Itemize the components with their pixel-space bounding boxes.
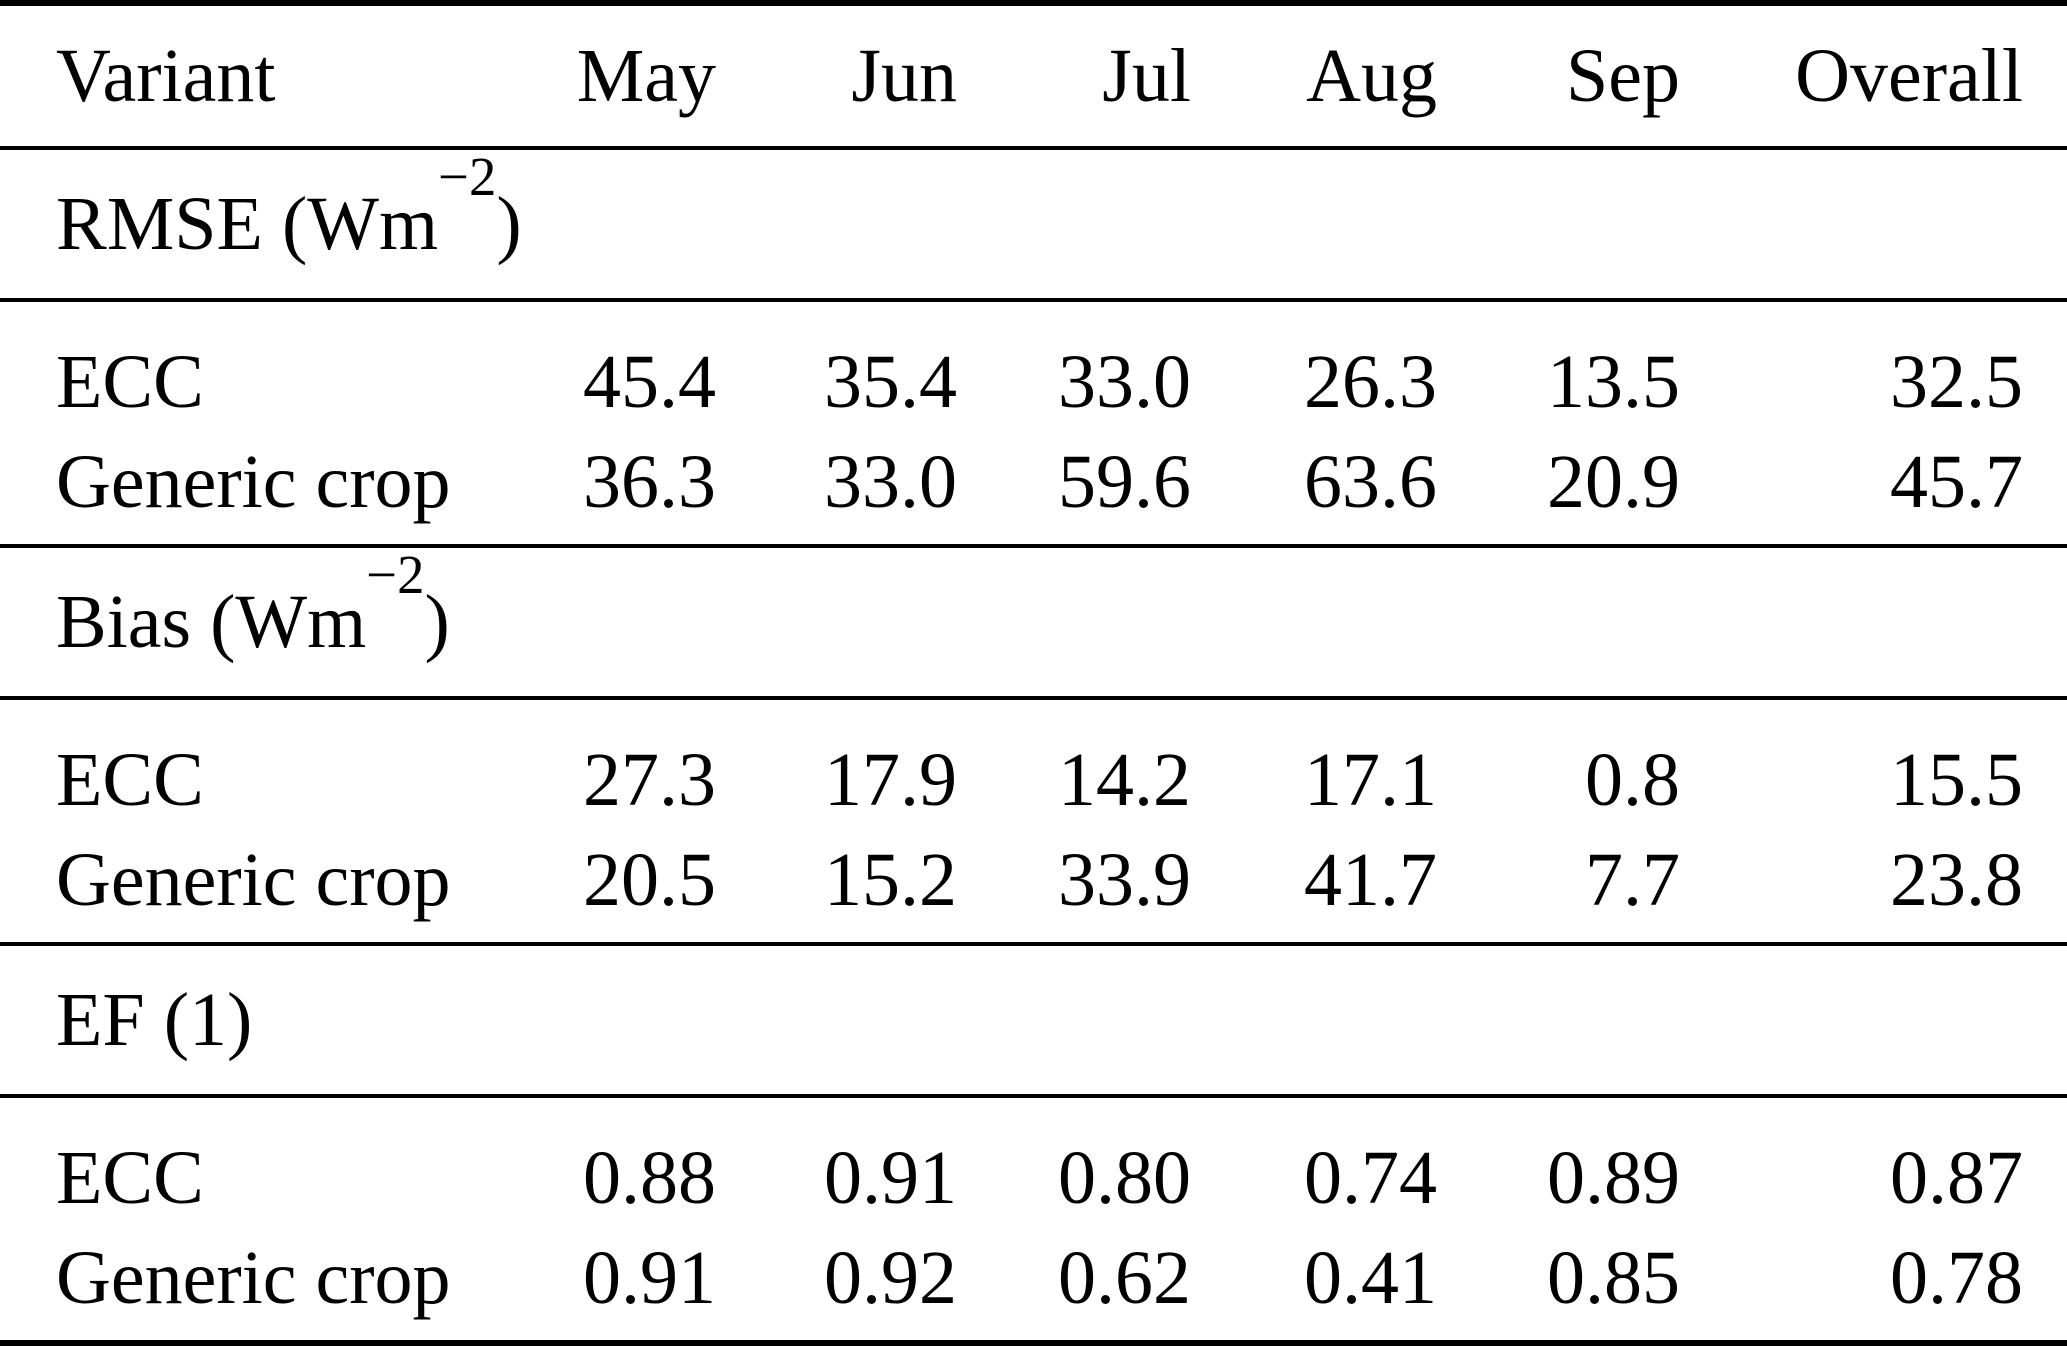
col-header-aug: Aug	[1191, 3, 1437, 150]
table-row: ECC 0.88 0.91 0.80 0.74 0.89 0.87	[0, 1096, 2067, 1228]
value-cell: 0.62	[1058, 1236, 1191, 1320]
section-header-rmse: RMSE (Wm−2)	[0, 145, 2067, 302]
section-title-text: EF (1)	[56, 977, 253, 1062]
section-title-text: Bias (Wm	[56, 579, 367, 664]
value-cell: 0.78	[1890, 1236, 2023, 1320]
value-cell: 33.9	[957, 830, 1191, 946]
value-cell: 7.7	[1437, 830, 1680, 946]
col-header-overall: Overall	[1680, 3, 2067, 150]
table-row: Generic crop 36.3 33.0 59.6 63.6 20.9 45…	[0, 432, 2067, 548]
variant-cell: Generic crop	[0, 830, 510, 946]
value-cell: 17.1	[1304, 738, 1437, 822]
value-cell: 0.88	[583, 1136, 716, 1220]
col-header-may: May	[510, 3, 716, 150]
section-rmse: RMSE (Wm−2) ECC 45.4 35.4 33.0 26.3 13.5…	[0, 145, 2067, 548]
variant-cell: Generic crop	[0, 432, 510, 548]
table-row: Generic crop 20.5 15.2 33.9 41.7 7.7 23.…	[0, 830, 2067, 946]
section-title: RMSE (Wm−2)	[0, 145, 2067, 302]
value-cell: 33.0	[716, 432, 957, 548]
value-cell: 36.3	[510, 432, 716, 548]
value-cell: 45.7	[1680, 432, 2067, 548]
section-title: EF (1)	[0, 944, 2067, 1098]
value-cell: 17.9	[824, 738, 957, 822]
variant-cell: ECC	[56, 340, 204, 424]
section-title-text: RMSE (Wm	[56, 181, 439, 266]
value-cell: 41.7	[1191, 830, 1437, 946]
col-header-variant: Variant	[0, 3, 510, 150]
value-cell: 63.6	[1191, 432, 1437, 548]
section-title: Bias (Wm−2)	[0, 543, 2067, 700]
table-row: Generic crop 0.91 0.92 0.62 0.41 0.85 0.…	[0, 1228, 2067, 1343]
section-header-ef: EF (1)	[0, 944, 2067, 1098]
section-title-superscript: −2	[366, 543, 425, 605]
value-cell: 15.5	[1890, 738, 2023, 822]
value-cell: 20.9	[1437, 432, 1680, 548]
section-ef: EF (1) ECC 0.88 0.91 0.80 0.74 0.89 0.87…	[0, 944, 2067, 1343]
value-cell: 32.5	[1890, 340, 2023, 424]
col-header-jun: Jun	[716, 3, 957, 150]
section-header-bias: Bias (Wm−2)	[0, 543, 2067, 700]
value-cell: 14.2	[1058, 738, 1191, 822]
value-cell: 0.74	[1304, 1136, 1437, 1220]
value-cell: 0.41	[1304, 1236, 1437, 1320]
value-cell: 0.87	[1890, 1136, 2023, 1220]
variant-cell: Generic crop	[56, 1236, 451, 1320]
value-cell: 0.8	[1585, 738, 1680, 822]
variant-cell: ECC	[56, 1136, 204, 1220]
value-cell: 35.4	[824, 340, 957, 424]
value-cell: 0.85	[1547, 1236, 1680, 1320]
value-cell: 33.0	[1058, 340, 1191, 424]
col-header-jul: Jul	[957, 3, 1191, 150]
value-cell: 13.5	[1547, 340, 1680, 424]
value-cell: 15.2	[716, 830, 957, 946]
value-cell: 45.4	[583, 340, 716, 424]
variant-cell: ECC	[56, 738, 204, 822]
section-title-superscript: −2	[438, 145, 497, 207]
value-cell: 0.80	[1058, 1136, 1191, 1220]
table-row: ECC 45.4 35.4 33.0 26.3 13.5 32.5	[0, 300, 2067, 432]
value-cell: 27.3	[583, 738, 716, 822]
section-title-close: )	[424, 579, 450, 664]
value-cell: 0.89	[1547, 1136, 1680, 1220]
value-cell: 59.6	[957, 432, 1191, 548]
value-cell: 0.92	[824, 1236, 957, 1320]
value-cell: 26.3	[1304, 340, 1437, 424]
value-cell: 0.91	[583, 1236, 716, 1320]
col-header-sep: Sep	[1437, 3, 1680, 150]
value-cell: 20.5	[510, 830, 716, 946]
section-bias: Bias (Wm−2) ECC 27.3 17.9 14.2 17.1 0.8 …	[0, 543, 2067, 946]
section-title-close: )	[496, 181, 522, 266]
value-cell: 23.8	[1680, 830, 2067, 946]
table-row: ECC 27.3 17.9 14.2 17.1 0.8 15.5	[0, 698, 2067, 830]
header-row: Variant May Jun Jul Aug Sep Overall	[0, 3, 2067, 150]
value-cell: 0.91	[824, 1136, 957, 1220]
